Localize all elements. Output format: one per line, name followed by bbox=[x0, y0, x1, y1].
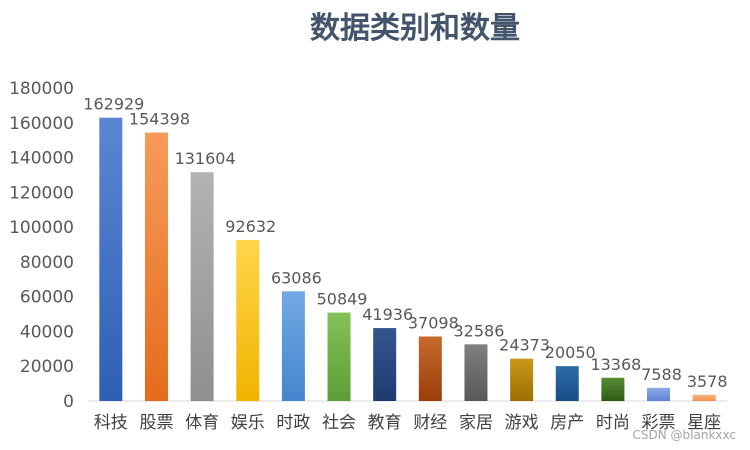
category-label: 星座 bbox=[687, 413, 721, 433]
category-label: 游戏 bbox=[505, 413, 539, 433]
data-label: 154398 bbox=[129, 110, 190, 129]
category-label: 房产 bbox=[550, 413, 584, 433]
bar-财经 bbox=[418, 336, 442, 401]
data-label: 7588 bbox=[641, 365, 682, 384]
data-label: 3578 bbox=[687, 372, 728, 391]
bars bbox=[99, 117, 716, 401]
y-tick-label: 60000 bbox=[20, 288, 74, 308]
bar-时尚 bbox=[601, 377, 625, 401]
data-label: 37098 bbox=[408, 313, 459, 332]
y-tick-label: 80000 bbox=[20, 253, 74, 273]
data-label: 32586 bbox=[454, 321, 505, 340]
y-axis: 0 20000 40000 60000 80000 100000 120000 140000 1… bbox=[9, 79, 74, 412]
category-label: 教育 bbox=[368, 413, 402, 433]
data-label: 24373 bbox=[499, 336, 550, 355]
y-tick-label: 20000 bbox=[20, 357, 74, 377]
y-tick-label: 120000 bbox=[9, 183, 74, 203]
bar-时政 bbox=[281, 291, 305, 401]
y-tick-label: 40000 bbox=[20, 322, 74, 342]
watermark: CSDN @blankxxc bbox=[632, 428, 736, 442]
data-label: 131604 bbox=[175, 149, 236, 168]
data-label: 13368 bbox=[590, 355, 641, 374]
category-label: 娱乐 bbox=[231, 413, 265, 433]
category-labels: 科技 股票 体育 娱乐 时政 社会 教育 财经 家居 游戏 房产 时尚 彩票 星座 bbox=[94, 413, 721, 433]
category-label: 股票 bbox=[139, 413, 173, 433]
bar-体育 bbox=[190, 172, 214, 401]
bar-彩票 bbox=[647, 387, 671, 401]
category-label: 家居 bbox=[459, 413, 493, 433]
chart-title: 数据类别和数量 bbox=[310, 11, 520, 46]
bar-教育 bbox=[373, 328, 397, 401]
category-label: 时尚 bbox=[596, 413, 630, 433]
y-tick-label: 180000 bbox=[9, 79, 74, 99]
bar-房产 bbox=[555, 366, 579, 401]
bar-家居 bbox=[464, 344, 488, 401]
y-tick-label: 160000 bbox=[9, 114, 74, 134]
bar-游戏 bbox=[510, 358, 534, 401]
data-label: 20050 bbox=[545, 343, 596, 362]
bar-社会 bbox=[327, 312, 351, 401]
category-label: 社会 bbox=[322, 413, 356, 433]
data-label: 162929 bbox=[83, 95, 144, 114]
y-tick-label: 100000 bbox=[9, 218, 74, 238]
y-tick-label: 140000 bbox=[9, 149, 74, 169]
category-label: 彩票 bbox=[642, 413, 676, 433]
bar-股票 bbox=[144, 132, 168, 401]
bar-娱乐 bbox=[236, 239, 260, 401]
y-tick-label: 0 bbox=[63, 392, 74, 412]
bar-科技 bbox=[99, 117, 123, 401]
data-label: 50849 bbox=[317, 290, 368, 309]
data-label: 63086 bbox=[271, 268, 322, 287]
data-label: 41936 bbox=[362, 305, 413, 324]
category-label: 科技 bbox=[94, 413, 128, 433]
category-label: 时政 bbox=[276, 413, 310, 433]
category-label: 体育 bbox=[185, 413, 219, 433]
data-label: 92632 bbox=[225, 217, 276, 236]
category-label: 财经 bbox=[413, 413, 447, 433]
bar-星座 bbox=[692, 394, 716, 401]
